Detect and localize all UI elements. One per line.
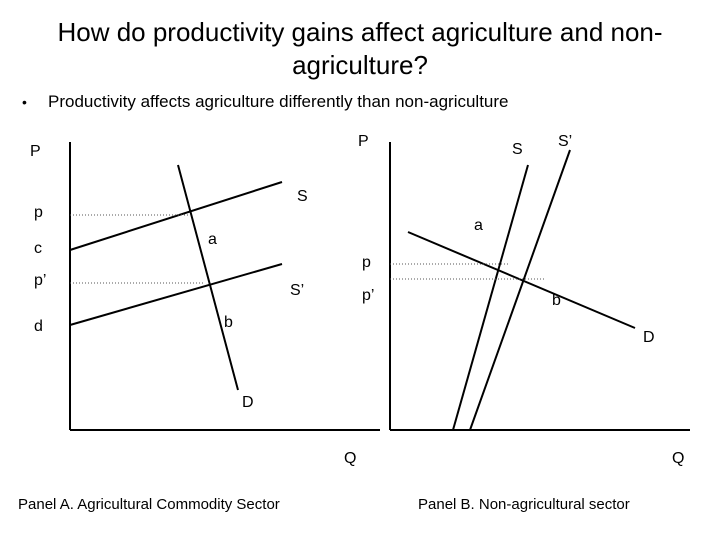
panel-a-demand-curve bbox=[177, 164, 239, 391]
panel-b-graph bbox=[389, 142, 690, 431]
panel-b-y-axis-label: P bbox=[358, 133, 369, 150]
panel-a-supply-curve-s-prime bbox=[69, 263, 283, 326]
panel-b-supply-curve-s bbox=[452, 164, 529, 431]
panel-b-supply-label-s-prime: S’ bbox=[558, 133, 573, 150]
bullet-icon: • bbox=[22, 94, 27, 110]
panel-a-price-label-p-prime: p’ bbox=[34, 272, 47, 289]
panel-b-caption: Panel B. Non-agricultural sector bbox=[418, 496, 630, 513]
slide-title: How do productivity gains affect agricul… bbox=[57, 17, 663, 80]
panel-a-x-axis-label: Q bbox=[344, 450, 357, 467]
panel-a-caption: Panel A. Agricultural Commodity Sector bbox=[18, 496, 280, 513]
panel-a-y-axis-label: P bbox=[30, 143, 41, 160]
panel-b-supply-curve-s-prime bbox=[469, 149, 571, 431]
panel-a-supply-curve-s bbox=[69, 181, 283, 251]
bullet-text: Productivity affects agriculture differe… bbox=[48, 92, 509, 111]
panel-b-demand-curve bbox=[407, 231, 636, 329]
panel-a-supply-label-s: S bbox=[297, 188, 308, 205]
bullet-point: • Productivity affects agriculture diffe… bbox=[22, 92, 509, 112]
panel-b-point-label-b: b bbox=[552, 292, 561, 309]
panel-b-point-label-a: a bbox=[474, 217, 483, 234]
panel-a-demand-label-d: D bbox=[242, 394, 254, 411]
panel-b-demand-label-d: D bbox=[643, 329, 655, 346]
panel-a-point-label-a: a bbox=[208, 231, 217, 248]
panel-a-price-label-d: d bbox=[34, 318, 43, 335]
panel-b-x-axis-label: Q bbox=[672, 450, 685, 467]
panel-a-point-label-b: b bbox=[224, 314, 233, 331]
panel-a-graph bbox=[69, 142, 380, 431]
panel-b-supply-label-s: S bbox=[512, 141, 523, 158]
panel-a-price-label-p: p bbox=[34, 204, 43, 221]
panel-a-supply-label-s-prime: S’ bbox=[290, 282, 305, 299]
panel-b-price-label-p: p bbox=[362, 254, 371, 271]
panel-a-price-label-c: c bbox=[34, 240, 42, 257]
panel-b-price-label-p-prime: p’ bbox=[362, 287, 375, 304]
